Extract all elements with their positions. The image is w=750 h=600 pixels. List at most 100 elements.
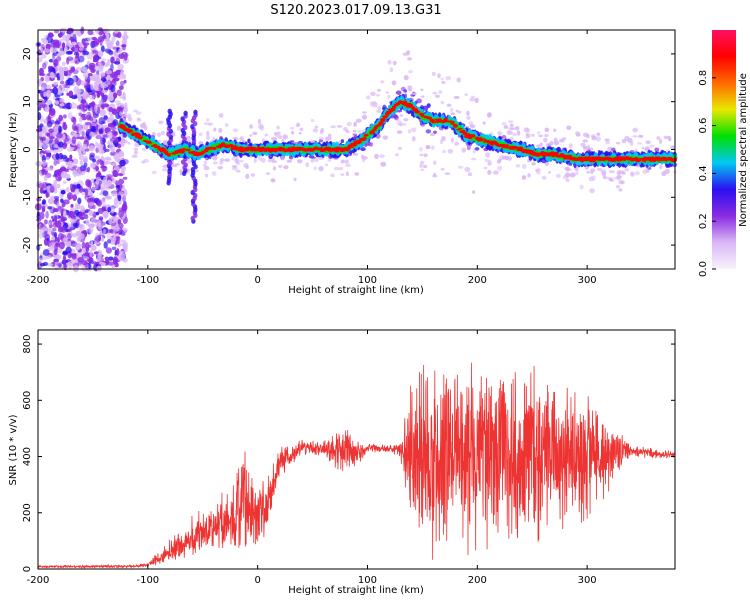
noise-speckle (94, 155, 101, 160)
ridge-halo-speckle (295, 124, 301, 128)
noise-speckle (71, 255, 77, 260)
noise-speckle (98, 31, 103, 36)
noise-speckle (90, 245, 97, 251)
ridge-cell (379, 121, 384, 124)
ridge-halo-speckle (171, 164, 178, 168)
noise-speckle (67, 77, 74, 86)
ridge-halo-speckle (543, 137, 548, 143)
noise-speckle (71, 41, 77, 46)
noise-speckle (118, 150, 125, 158)
ridge-cell (155, 145, 161, 149)
noise-speckle (77, 145, 84, 151)
noise-speckle (101, 72, 106, 77)
noise-speckle (57, 32, 63, 38)
ridge-cell (212, 146, 217, 151)
noise-speckle (47, 197, 55, 205)
noise-speckle (62, 237, 68, 243)
noise-speckle (123, 31, 128, 36)
noise-speckle (39, 104, 46, 109)
colorbar-gradient (712, 30, 736, 269)
ridge-halo-speckle (206, 130, 210, 137)
noise-speckle (89, 162, 96, 169)
ridge-halo-speckle (235, 169, 241, 173)
ridge-halo-speckle (441, 81, 446, 84)
noise-speckle (36, 197, 42, 202)
noise-speckle (60, 171, 68, 179)
noise-speckle (45, 156, 50, 161)
noise-speckle (110, 126, 117, 131)
noise-speckle (75, 29, 79, 36)
ridge-halo-speckle (547, 171, 552, 174)
ridge-halo-speckle (419, 147, 423, 152)
ridge-halo-speckle (361, 111, 367, 114)
noise-speckle (40, 77, 45, 82)
noise-speckle (71, 142, 77, 146)
ridge-halo-speckle (608, 170, 615, 173)
ridge-halo-speckle (537, 131, 541, 135)
noise-speckle (74, 55, 79, 59)
noise-speckle (80, 205, 85, 213)
ridge-cell (450, 120, 455, 125)
ridge-cell (471, 134, 476, 138)
ridge-cell (349, 146, 354, 148)
ridge-halo-speckle (422, 164, 428, 169)
noise-speckle (62, 251, 68, 255)
snr-series-line (37, 362, 676, 569)
noise-speckle (58, 39, 64, 43)
noise-speckle (90, 211, 94, 215)
ridge-cell (408, 103, 414, 108)
noise-speckle (53, 199, 58, 205)
noise-speckle (57, 91, 62, 96)
ridge-halo-speckle (211, 170, 217, 177)
noise-speckle (95, 141, 99, 148)
ridge-halo-speckle (370, 91, 376, 96)
ridge-halo-speckle (141, 147, 147, 151)
ridge-cell (186, 148, 191, 151)
noise-speckle (121, 44, 127, 48)
ridge-halo-speckle (472, 148, 476, 154)
ridge-halo-speckle (231, 166, 238, 171)
spike-speckle (180, 116, 185, 122)
ridge-halo-speckle (363, 156, 368, 160)
ridge-halo-speckle (250, 173, 256, 177)
ridge-halo-speckle (291, 130, 295, 135)
ridge-cell (372, 128, 377, 132)
noise-speckle (43, 219, 48, 225)
ridge-halo-speckle (565, 166, 570, 172)
ridge-halo-speckle (425, 129, 432, 134)
noise-speckle (67, 232, 72, 241)
ridge-halo-speckle (658, 139, 663, 145)
ridge-halo-speckle (231, 156, 238, 161)
ridge-halo-speckle (596, 132, 601, 136)
ridge-halo-speckle (318, 166, 324, 172)
noise-speckle (112, 169, 118, 176)
ridge-halo-speckle (293, 177, 297, 182)
ridge-halo-speckle (357, 129, 362, 134)
noise-speckle (54, 100, 60, 105)
ridge-halo-speckle (385, 91, 389, 94)
noise-speckle (117, 219, 122, 225)
ridge-halo-speckle (299, 127, 304, 132)
ridge-halo-speckle (575, 133, 581, 137)
noise-speckle (94, 80, 101, 86)
ridge-halo-speckle (425, 145, 431, 150)
noise-speckle (55, 132, 63, 139)
spike-speckle (193, 109, 198, 115)
ridge-halo-speckle (264, 133, 269, 137)
ridge-halo-speckle (645, 168, 650, 174)
ridge-halo-speckle (521, 163, 527, 170)
ridge-halo-speckle (199, 141, 203, 145)
noise-speckle (83, 43, 88, 49)
ridge-halo-speckle (392, 113, 398, 119)
noise-speckle (70, 220, 74, 228)
x-tick-label: 100 (358, 275, 377, 286)
noise-speckle (111, 36, 116, 42)
ridge-halo-speckle (397, 146, 403, 150)
ridge-halo-speckle (514, 126, 520, 131)
noise-speckle (57, 205, 61, 210)
ridge-halo-speckle (416, 98, 422, 104)
noise-speckle (117, 64, 125, 70)
noise-speckle (96, 199, 103, 207)
